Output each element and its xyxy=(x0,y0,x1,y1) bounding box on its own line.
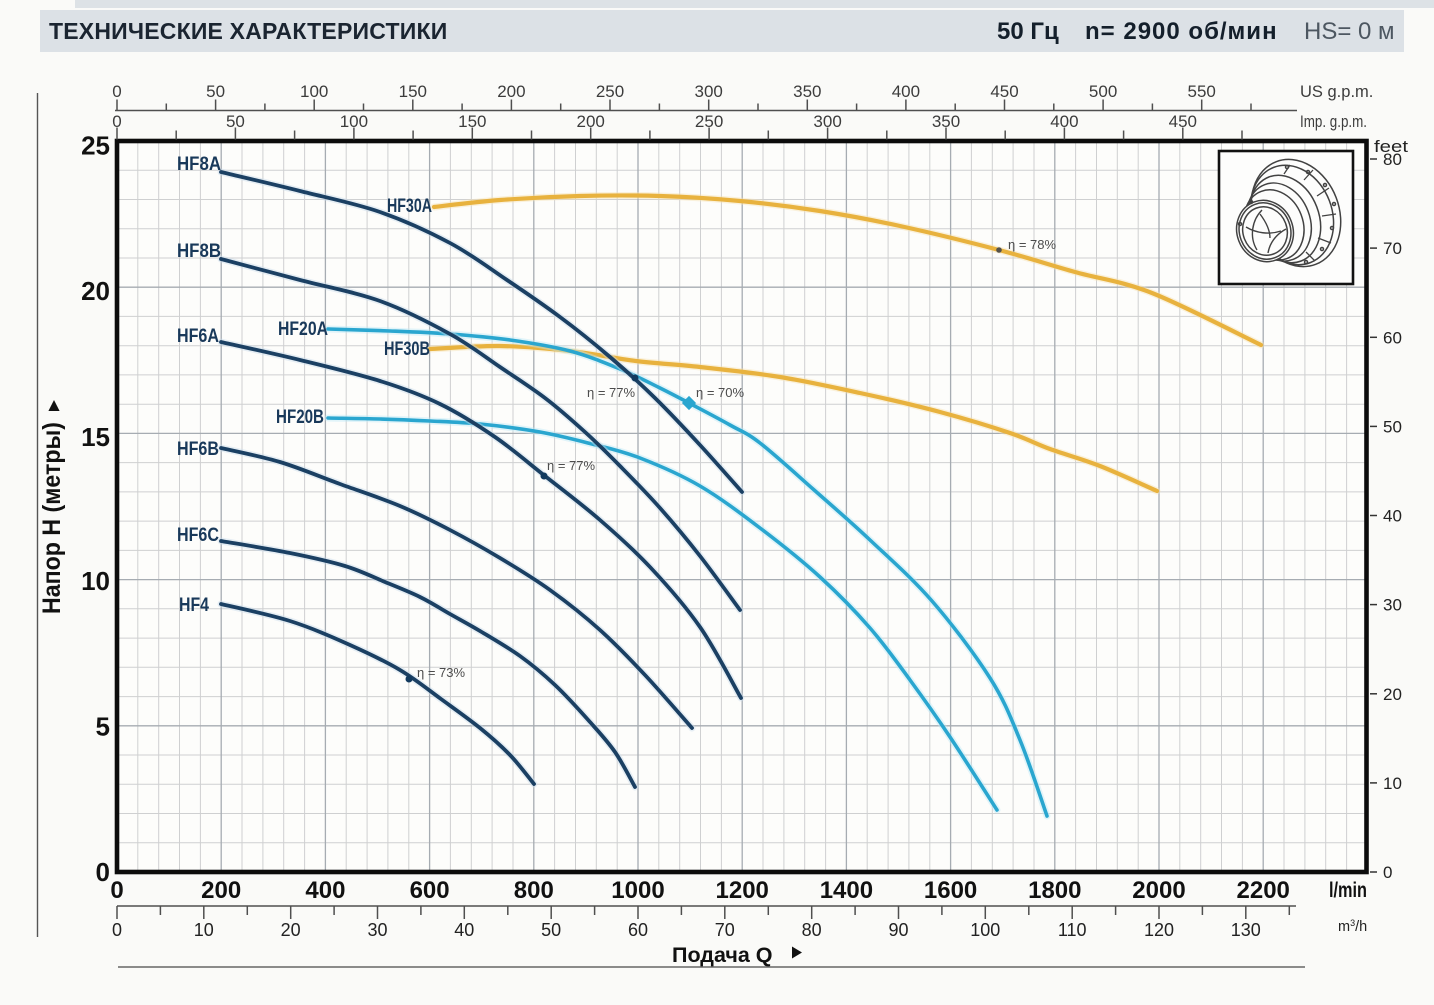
svg-text:HF30B: HF30B xyxy=(384,339,430,360)
svg-text:HF6A: HF6A xyxy=(177,326,219,347)
svg-text:0: 0 xyxy=(96,857,110,887)
svg-text:400: 400 xyxy=(305,877,345,904)
svg-text:50: 50 xyxy=(1383,417,1402,436)
svg-text:50 Гц: 50 Гц xyxy=(997,18,1059,45)
svg-text:l/min: l/min xyxy=(1329,879,1367,902)
svg-text:30: 30 xyxy=(367,920,387,940)
svg-text:600: 600 xyxy=(410,877,450,904)
svg-text:ТЕХНИЧЕСКИЕ ХАРАКТЕРИСТИКИ: ТЕХНИЧЕСКИЕ ХАРАКТЕРИСТИКИ xyxy=(49,18,447,44)
svg-text:150: 150 xyxy=(458,112,486,131)
svg-text:250: 250 xyxy=(695,112,723,131)
svg-text:100: 100 xyxy=(970,920,1000,940)
svg-text:2000: 2000 xyxy=(1132,877,1185,904)
svg-text:450: 450 xyxy=(1169,112,1197,131)
svg-text:50: 50 xyxy=(541,920,561,940)
svg-text:Imp. g.p.m.: Imp. g.p.m. xyxy=(1300,113,1367,131)
svg-text:0: 0 xyxy=(112,82,121,101)
svg-text:60: 60 xyxy=(1383,328,1402,347)
svg-text:1400: 1400 xyxy=(820,877,873,904)
svg-text:70: 70 xyxy=(715,920,735,940)
svg-text:0: 0 xyxy=(1383,863,1392,882)
svg-text:800: 800 xyxy=(514,877,554,904)
svg-text:100: 100 xyxy=(300,82,328,101)
svg-text:HF4: HF4 xyxy=(179,595,209,616)
svg-text:50: 50 xyxy=(226,112,245,131)
svg-text:1200: 1200 xyxy=(716,877,769,904)
svg-text:HF6C: HF6C xyxy=(177,525,219,546)
svg-text:HF8A: HF8A xyxy=(177,154,221,175)
svg-text:HF6B: HF6B xyxy=(177,439,219,460)
svg-text:0: 0 xyxy=(110,877,123,904)
svg-text:40: 40 xyxy=(1383,507,1402,526)
svg-text:η = 77%: η = 77% xyxy=(587,385,636,400)
svg-text:HF20B: HF20B xyxy=(276,407,324,428)
svg-text:η = 78%: η = 78% xyxy=(1008,237,1057,252)
svg-text:Напор Н (метры): Напор Н (метры) xyxy=(38,422,66,614)
svg-text:350: 350 xyxy=(932,112,960,131)
svg-text:US g.p.m.: US g.p.m. xyxy=(1300,83,1373,101)
svg-text:20: 20 xyxy=(81,276,110,306)
svg-text:80: 80 xyxy=(802,920,822,940)
svg-text:η = 70%: η = 70% xyxy=(696,385,745,400)
svg-text:25: 25 xyxy=(81,131,110,161)
svg-text:30: 30 xyxy=(1383,596,1402,615)
svg-text:550: 550 xyxy=(1188,82,1216,101)
svg-text:20: 20 xyxy=(281,920,301,940)
svg-text:10: 10 xyxy=(81,566,110,596)
svg-text:150: 150 xyxy=(399,82,427,101)
svg-text:1800: 1800 xyxy=(1028,877,1081,904)
svg-text:200: 200 xyxy=(497,82,525,101)
svg-text:350: 350 xyxy=(793,82,821,101)
svg-text:400: 400 xyxy=(1050,112,1078,131)
svg-text:1600: 1600 xyxy=(924,877,977,904)
svg-text:10: 10 xyxy=(1383,774,1402,793)
svg-text:5: 5 xyxy=(96,711,110,741)
svg-text:300: 300 xyxy=(813,112,841,131)
svg-text:m3/h: m3/h xyxy=(1338,918,1367,935)
svg-text:HF30A: HF30A xyxy=(387,196,432,217)
svg-text:90: 90 xyxy=(888,920,908,940)
svg-text:50: 50 xyxy=(206,82,225,101)
svg-text:100: 100 xyxy=(340,112,368,131)
svg-text:η = 73%: η = 73% xyxy=(417,665,466,680)
svg-text:200: 200 xyxy=(577,112,605,131)
svg-text:HF8B: HF8B xyxy=(177,241,221,262)
svg-text:0: 0 xyxy=(112,112,121,131)
svg-text:120: 120 xyxy=(1144,920,1174,940)
svg-text:400: 400 xyxy=(892,82,920,101)
svg-text:130: 130 xyxy=(1231,920,1261,940)
svg-text:80: 80 xyxy=(1383,150,1402,169)
svg-text:70: 70 xyxy=(1383,239,1402,258)
svg-text:110: 110 xyxy=(1058,920,1087,940)
svg-text:HF20A: HF20A xyxy=(278,319,328,340)
svg-text:0: 0 xyxy=(112,920,122,940)
svg-text:450: 450 xyxy=(990,82,1018,101)
svg-text:500: 500 xyxy=(1089,82,1117,101)
svg-text:200: 200 xyxy=(201,877,241,904)
svg-text:feet: feet xyxy=(1374,137,1408,156)
svg-text:Подача Q: Подача Q xyxy=(672,943,773,967)
svg-text:250: 250 xyxy=(596,82,624,101)
svg-text:40: 40 xyxy=(454,920,474,940)
svg-text:η = 77%: η = 77% xyxy=(547,458,596,473)
svg-text:300: 300 xyxy=(695,82,723,101)
svg-text:1000: 1000 xyxy=(611,877,664,904)
svg-text:20: 20 xyxy=(1383,685,1402,704)
svg-text:15: 15 xyxy=(81,422,110,452)
svg-text:HS= 0 м: HS= 0 м xyxy=(1304,18,1395,45)
svg-text:10: 10 xyxy=(194,920,214,940)
svg-text:n= 2900 об/мин: n= 2900 об/мин xyxy=(1085,18,1278,45)
svg-text:60: 60 xyxy=(628,920,648,940)
svg-text:2200: 2200 xyxy=(1237,877,1290,904)
